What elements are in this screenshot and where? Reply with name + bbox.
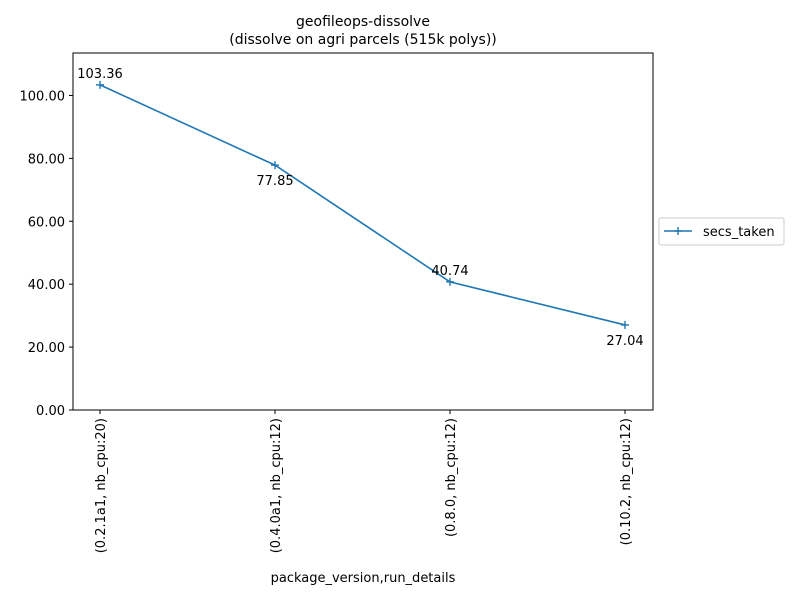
x-tick-label: (0.4.0a1, nb_cpu:12): [269, 418, 284, 553]
legend-frame: [658, 217, 785, 246]
y-tick-label: 20.00: [28, 341, 65, 356]
data-point-marker: [621, 320, 629, 329]
data-point-marker: [271, 161, 279, 170]
legend-plus-marker: [674, 227, 682, 235]
x-axis: (0.2.1a1, nb_cpu:20) (0.4.0a1, nb_cpu:12)…: [94, 410, 634, 553]
data-label: 77.85: [256, 174, 293, 189]
data-label: 103.36: [77, 67, 123, 82]
y-tick-label: 80.00: [28, 152, 65, 167]
x-tick-label: (0.2.1a1, nb_cpu:20): [94, 418, 109, 553]
data-point-marker: [96, 80, 104, 89]
x-tick-label: (0.10.2, nb_cpu:12): [619, 418, 634, 545]
x-axis-label: package_version,run_details: [271, 571, 456, 586]
y-tick-label: 40.00: [28, 278, 65, 293]
chart-title: geofileops-dissolve: [296, 14, 430, 30]
series-layer: 103.36 77.85 40.74 27.04: [77, 67, 643, 349]
data-label: 27.04: [606, 334, 643, 349]
y-tick-label: 0.00: [36, 404, 65, 419]
chart-subtitle: (dissolve on agri parcels (515k polys)): [229, 32, 497, 48]
data-point-marker: [446, 277, 454, 286]
y-axis: 0.00 20.00 40.00 60.00 80.00 100.00: [20, 89, 73, 419]
y-tick-label: 60.00: [28, 215, 65, 230]
series-line-secs-taken: [99, 84, 626, 326]
legend-entry-label: secs_taken: [703, 225, 775, 240]
data-label: 40.74: [431, 264, 468, 279]
x-tick-label: (0.8.0, nb_cpu:12): [444, 418, 459, 537]
y-tick-label: 100.00: [20, 89, 66, 104]
legend[interactable]: secs_taken: [658, 217, 785, 246]
plot-area-frame: [72, 52, 654, 411]
